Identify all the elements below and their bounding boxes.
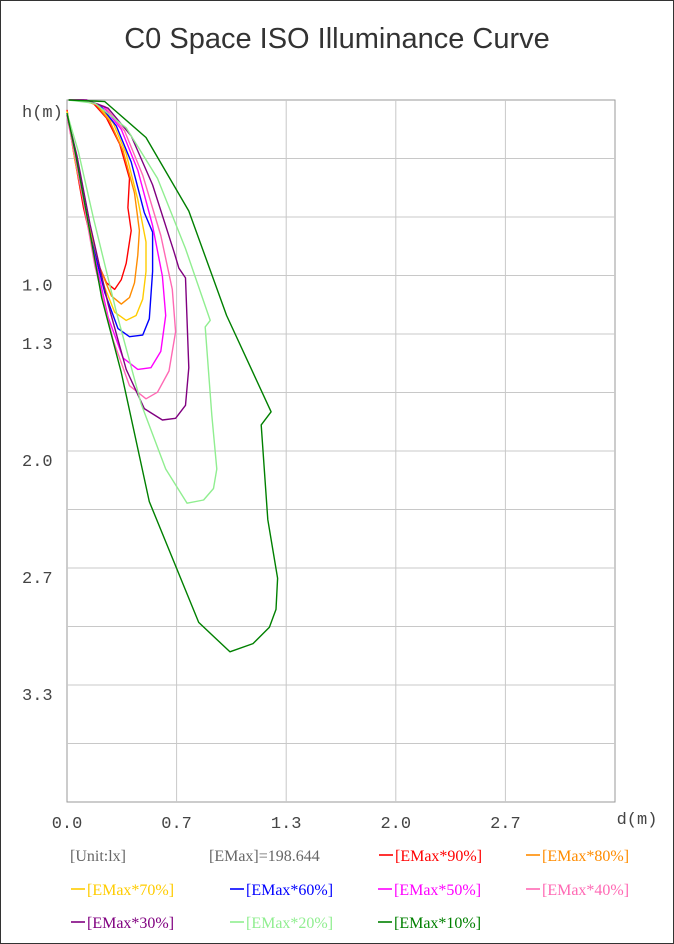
- legend-entry: [EMax*10%]: [394, 915, 481, 932]
- legend-entry: [EMax*60%]: [246, 882, 333, 899]
- y-axis-label: h(m): [22, 104, 63, 123]
- y-tick-label: 1.0: [22, 278, 53, 297]
- iso-curve-30pct: [66, 99, 190, 421]
- legend-emax-label: [EMax]=198.644: [209, 848, 320, 865]
- iso-curve-50pct: [66, 99, 167, 371]
- legend-entry: [EMax*20%]: [246, 915, 333, 932]
- legend-entry: [EMax*90%]: [395, 848, 482, 865]
- y-tick-label: 1.3: [22, 336, 53, 355]
- legend-entry: [EMax*40%]: [542, 882, 629, 899]
- iso-curve-20pct: [66, 99, 218, 504]
- x-tick-label: 2.7: [490, 815, 521, 834]
- x-tick-label: 1.3: [271, 815, 302, 834]
- x-tick-label: 0.7: [161, 815, 192, 834]
- legend-entry: [EMax*80%]: [542, 848, 629, 865]
- legend-entry: [EMax*50%]: [394, 882, 481, 899]
- legend-entry: [EMax*70%]: [87, 882, 174, 899]
- chart-title: C0 Space ISO Illuminance Curve: [124, 23, 550, 55]
- y-tick-label: 2.7: [22, 570, 53, 589]
- y-tick-label: 2.0: [22, 453, 53, 472]
- x-tick-label: 0.0: [52, 815, 83, 834]
- y-tick-label: 3.3: [22, 687, 53, 706]
- legend-entry: [EMax*30%]: [87, 915, 174, 932]
- x-tick-label: 2.0: [380, 815, 411, 834]
- legend-unit-label: [Unit:lx]: [70, 848, 126, 865]
- iso-curve-60pct: [66, 99, 154, 338]
- x-axis-label: d(m): [617, 811, 658, 830]
- iso-curve-10pct: [66, 99, 279, 653]
